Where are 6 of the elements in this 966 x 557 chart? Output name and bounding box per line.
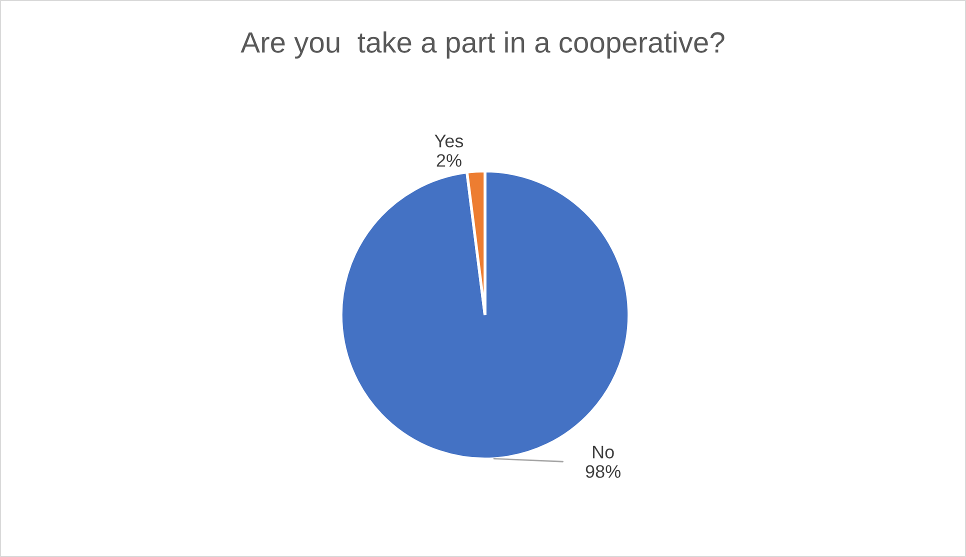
data-label: 98% — [586, 465, 621, 478]
pie-slice — [340, 170, 630, 460]
data-label: 2% — [436, 154, 462, 167]
chart-title: Are you take a part in a cooperative? — [240, 31, 724, 59]
slice-label: Yes — [434, 134, 464, 148]
slice-label: No — [593, 446, 614, 458]
